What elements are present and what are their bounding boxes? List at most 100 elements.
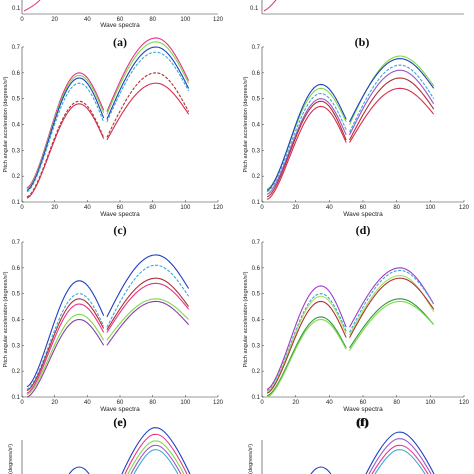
- x-tick-label: 120: [213, 400, 224, 406]
- panel-a-xtick-label: 20: [51, 17, 58, 23]
- y-axis-label: Pitch angular acceleration (degrees/s²): [243, 271, 249, 367]
- x-tick-label: 20: [51, 400, 58, 406]
- x-tick-label: 100: [425, 205, 436, 211]
- series-line: [68, 466, 90, 474]
- series-line: [26, 293, 105, 390]
- y-axis-label: Pitch angular acceleration (degrees/s²): [3, 271, 9, 367]
- y-tick-label: 0.6: [252, 71, 261, 77]
- series-line: [106, 300, 190, 346]
- y-tick-label: 0.2: [12, 369, 21, 375]
- series-line: [130, 444, 182, 474]
- panel-b-curve-tail: [263, 0, 277, 12]
- y-tick-label: 0.4: [12, 318, 21, 324]
- y-tick-label: 0.4: [12, 123, 21, 129]
- y-tick-label: 0.6: [252, 266, 261, 272]
- series-line: [106, 298, 189, 341]
- panel-label: (c): [113, 223, 126, 237]
- series-line: [106, 46, 190, 120]
- series-line: [26, 100, 105, 198]
- panel-label: (e): [113, 415, 126, 429]
- y-tick-label: 0.6: [12, 71, 21, 77]
- y-tick-label: 0.3: [252, 148, 261, 154]
- x-tick-label: 80: [149, 205, 156, 211]
- series-line: [26, 103, 105, 199]
- panel-g-partial: (degrees/s²): [8, 427, 191, 474]
- series-line: [133, 449, 179, 474]
- x-tick-label: 60: [360, 400, 367, 406]
- series-line: [266, 100, 347, 198]
- x-tick-label: 100: [180, 205, 191, 211]
- series-line: [266, 83, 347, 191]
- y-tick-label: 0.7: [12, 240, 21, 246]
- y-tick-label: 0.2: [12, 174, 21, 180]
- series-line: [106, 37, 190, 112]
- series-line: [26, 280, 105, 388]
- panel-a-curve-tail: [23, 0, 41, 12]
- series-line: [365, 431, 435, 474]
- y-tick-label: 0.1: [12, 395, 21, 401]
- series-line: [106, 254, 190, 318]
- x-tick-label: 40: [326, 205, 333, 211]
- panel-a-xtick-label: 100: [180, 17, 191, 23]
- series-line: [106, 41, 190, 115]
- panel-b-ytick: 0.1: [250, 6, 259, 12]
- y-tick-label: 0.5: [252, 292, 261, 298]
- y-tick-label: 0.4: [252, 318, 261, 324]
- panel-a-label: (a): [113, 35, 127, 49]
- x-tick-label: 20: [51, 205, 58, 211]
- x-tick-label: 100: [180, 400, 191, 406]
- y-tick-label: 0.7: [12, 45, 21, 51]
- x-tick-label: 0: [20, 400, 24, 406]
- panel-h-ylabel: (degrees/s²): [248, 444, 254, 474]
- y-axis-label: Pitch angular acceleration (degrees/s²): [243, 76, 249, 172]
- y-tick-label: 0.4: [252, 123, 261, 129]
- panel-h-partial: (degrees/s²): [248, 431, 435, 474]
- y-tick-label: 0.2: [252, 174, 261, 180]
- series-line: [106, 282, 190, 333]
- series-line: [266, 300, 347, 394]
- y-tick-label: 0.1: [252, 395, 261, 401]
- series-line: [349, 300, 435, 351]
- series-line: [368, 438, 432, 474]
- panel-d: 0 20 40 60 80 100 120 0.1 0.2 0.3 0.4 0.5 0.6 0.7 Wave…: [243, 45, 470, 237]
- series-line: [26, 303, 105, 394]
- series-line: [266, 87, 347, 190]
- series-line: [371, 444, 429, 474]
- series-line: [349, 77, 435, 141]
- panel-a-xtick-label: 40: [84, 17, 91, 23]
- x-axis-label: Wave spectra: [100, 211, 140, 218]
- series-line: [26, 82, 105, 193]
- series-line: [349, 269, 435, 333]
- x-tick-label: 20: [292, 205, 299, 211]
- x-tick-label: 60: [360, 205, 367, 211]
- series-line: [349, 298, 435, 349]
- series-line: [266, 293, 347, 392]
- series-line: [374, 449, 426, 474]
- x-axis-label: Wave spectra: [343, 211, 383, 218]
- x-tick-label: 120: [213, 205, 224, 211]
- x-tick-label: 100: [425, 400, 436, 406]
- y-axis-label: Pitch angular acceleration (degrees/s²): [3, 76, 9, 172]
- x-tick-label: 40: [84, 400, 91, 406]
- y-tick-label: 0.1: [252, 200, 261, 206]
- panel-a-xtick-label: 80: [149, 17, 156, 23]
- series-line: [266, 318, 347, 398]
- series-line: [26, 298, 105, 392]
- panel-e: 0 20 40 60 80 100 120 0.1 0.2 0.3 0.4 0.5 0.6 0.7 Wave…: [3, 240, 224, 429]
- panel-f: 0 20 40 60 80 100 120 0.1 0.2 0.3 0.4 0.5 0.6 0.7 Wave…: [243, 240, 470, 429]
- panel-a-xlabel: Wave spectra: [100, 22, 140, 29]
- series-line: [266, 105, 347, 200]
- x-tick-label: 0: [20, 205, 24, 211]
- series-line: [349, 58, 435, 123]
- series-line: [26, 313, 105, 395]
- panel-b-bottom-strip: 0.1 (b): [250, 0, 464, 49]
- panel-label: (d): [356, 223, 371, 237]
- x-tick-label: 80: [393, 205, 400, 211]
- x-tick-label: 120: [459, 205, 470, 211]
- panel-e-label: (e): [113, 415, 126, 429]
- series-line: [310, 466, 332, 474]
- series-line: [349, 267, 435, 328]
- panel-c: 0 20 40 60 80 100 120 0.1 0.2 0.3 0.4 0.5 0.6 0.7 Wave…: [3, 37, 224, 237]
- y-tick-label: 0.2: [252, 369, 261, 375]
